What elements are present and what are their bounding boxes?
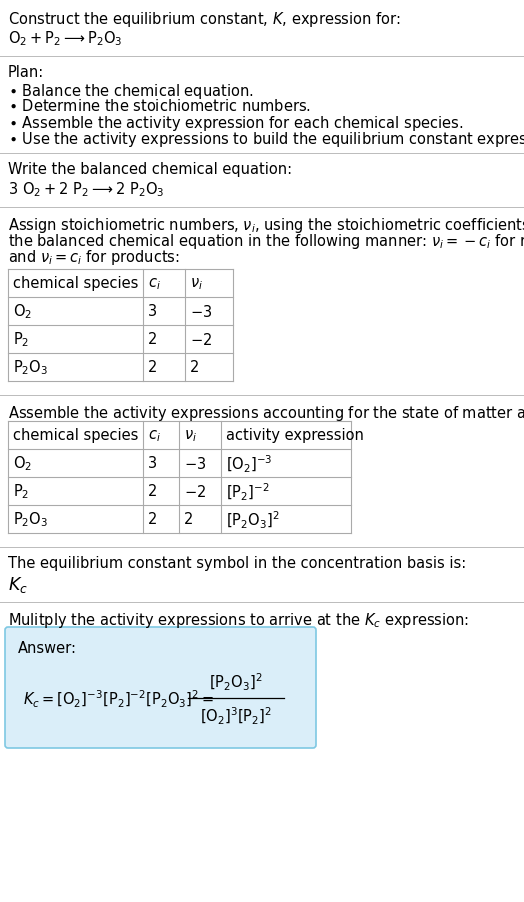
- Text: Plan:: Plan:: [8, 65, 44, 80]
- Text: $-3$: $-3$: [184, 456, 206, 472]
- Text: $\mathrm{P_2O_3}$: $\mathrm{P_2O_3}$: [13, 511, 48, 529]
- Text: $-2$: $-2$: [184, 483, 206, 500]
- Text: activity expression: activity expression: [226, 428, 364, 443]
- Text: Assemble the activity expressions accounting for the state of matter and $\nu_i$: Assemble the activity expressions accoun…: [8, 403, 524, 422]
- Text: $\mathrm{O_2}$: $\mathrm{O_2}$: [13, 302, 32, 321]
- Text: $\bullet$ Assemble the activity expression for each chemical species.: $\bullet$ Assemble the activity expressi…: [8, 114, 463, 133]
- Text: $[\mathrm{O_2}]^{-3}$: $[\mathrm{O_2}]^{-3}$: [226, 453, 272, 474]
- Text: $\bullet$ Determine the stoichiometric numbers.: $\bullet$ Determine the stoichiometric n…: [8, 98, 311, 114]
- Text: The equilibrium constant symbol in the concentration basis is:: The equilibrium constant symbol in the c…: [8, 556, 466, 570]
- Text: 2: 2: [190, 360, 199, 375]
- Text: $-2$: $-2$: [190, 332, 212, 347]
- Text: Answer:: Answer:: [18, 640, 77, 655]
- FancyBboxPatch shape: [5, 627, 316, 748]
- Text: $[\mathrm{P_2}]^{-2}$: $[\mathrm{P_2}]^{-2}$: [226, 481, 269, 502]
- Text: $\bullet$ Use the activity expressions to build the equilibrium constant express: $\bullet$ Use the activity expressions t…: [8, 130, 524, 149]
- Text: Write the balanced chemical equation:: Write the balanced chemical equation:: [8, 161, 292, 177]
- Text: $\mathrm{P_2}$: $\mathrm{P_2}$: [13, 482, 29, 501]
- Text: $c_i$: $c_i$: [148, 428, 161, 444]
- Text: $\bullet$ Balance the chemical equation.: $\bullet$ Balance the chemical equation.: [8, 82, 254, 101]
- Text: $\nu_i$: $\nu_i$: [190, 276, 203, 291]
- Text: $-3$: $-3$: [190, 304, 212, 319]
- Text: $K_c = [\mathrm{O_2}]^{-3} [\mathrm{P_2}]^{-2} [\mathrm{P_2O_3}]^{2} = $: $K_c = [\mathrm{O_2}]^{-3} [\mathrm{P_2}…: [23, 687, 214, 709]
- Text: $\mathrm{O_2 + P_2 \longrightarrow P_2O_3}$: $\mathrm{O_2 + P_2 \longrightarrow P_2O_…: [8, 29, 123, 48]
- Text: the balanced chemical equation in the following manner: $\nu_i = -c_i$ for react: the balanced chemical equation in the fo…: [8, 232, 524, 251]
- Text: Construct the equilibrium constant, $K$, expression for:: Construct the equilibrium constant, $K$,…: [8, 10, 401, 29]
- Text: $\mathrm{P_2O_3}$: $\mathrm{P_2O_3}$: [13, 358, 48, 377]
- Text: $\mathrm{O_2}$: $\mathrm{O_2}$: [13, 454, 32, 473]
- Text: chemical species: chemical species: [13, 276, 138, 291]
- Text: 2: 2: [148, 332, 157, 347]
- Text: $K_c$: $K_c$: [8, 575, 28, 594]
- Text: 2: 2: [184, 512, 193, 527]
- Text: and $\nu_i = c_i$ for products:: and $\nu_i = c_i$ for products:: [8, 248, 180, 267]
- Text: 2: 2: [148, 360, 157, 375]
- Text: $\mathrm{3\ O_2 + 2\ P_2 \longrightarrow 2\ P_2O_3}$: $\mathrm{3\ O_2 + 2\ P_2 \longrightarrow…: [8, 179, 165, 198]
- Text: chemical species: chemical species: [13, 428, 138, 443]
- Text: 3: 3: [148, 304, 157, 319]
- Text: 2: 2: [148, 512, 157, 527]
- Text: $\nu_i$: $\nu_i$: [184, 428, 197, 444]
- Text: 3: 3: [148, 456, 157, 471]
- Text: Mulitply the activity expressions to arrive at the $K_c$ expression:: Mulitply the activity expressions to arr…: [8, 611, 469, 630]
- Text: $[\mathrm{P_2O_3}]^{2}$: $[\mathrm{P_2O_3}]^{2}$: [226, 509, 279, 530]
- Text: $[\mathrm{O_2}]^{3} [\mathrm{P_2}]^{2}$: $[\mathrm{O_2}]^{3} [\mathrm{P_2}]^{2}$: [200, 704, 272, 726]
- Text: 2: 2: [148, 484, 157, 499]
- Text: Assign stoichiometric numbers, $\nu_i$, using the stoichiometric coefficients, $: Assign stoichiometric numbers, $\nu_i$, …: [8, 216, 524, 235]
- Text: $\mathrm{P_2}$: $\mathrm{P_2}$: [13, 330, 29, 349]
- Text: $c_i$: $c_i$: [148, 276, 161, 291]
- Text: $[\mathrm{P_2O_3}]^{2}$: $[\mathrm{P_2O_3}]^{2}$: [209, 671, 263, 692]
